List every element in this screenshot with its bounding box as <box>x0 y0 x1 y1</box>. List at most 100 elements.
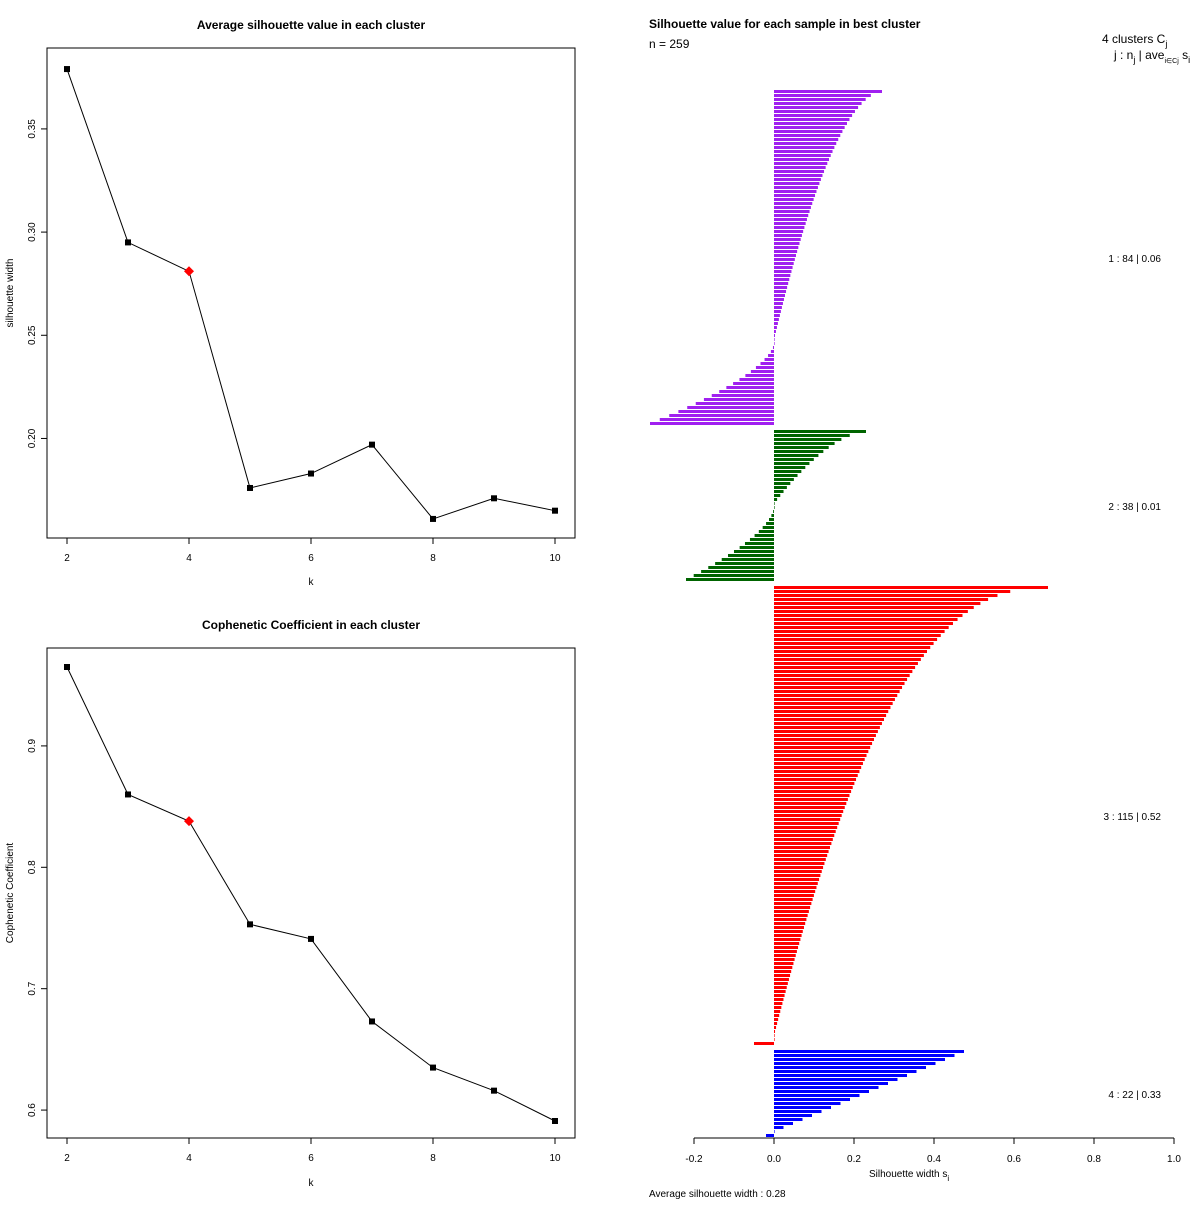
silhouette-bar <box>774 1062 936 1065</box>
silhouette-bar <box>774 250 798 253</box>
data-point <box>125 239 131 246</box>
silhouette-bar <box>774 630 945 633</box>
silhouette-bar <box>774 106 859 109</box>
silhouette-bar <box>739 378 774 381</box>
silhouette-bar <box>774 246 799 249</box>
cophenetic-plot-title: Cophenetic Coefficient in each cluster <box>202 618 420 632</box>
silhouette-bar <box>774 450 824 453</box>
silhouette-bar <box>774 1022 778 1025</box>
silhouette-bar <box>774 1102 841 1105</box>
silhouette-plot-yaxis: 0.20 0.25 0.30 0.35 <box>27 119 47 448</box>
legend-header-sub3: i∈Cj <box>1164 58 1179 65</box>
x-tick-label: 0.4 <box>927 1154 941 1165</box>
silhouette-bar <box>774 902 812 905</box>
silhouette-plot-title: Average silhouette value in each cluster <box>197 18 426 32</box>
silhouette-bar <box>774 222 806 225</box>
silhouette-bar <box>774 330 776 333</box>
x-tick-label: 8 <box>430 1153 436 1164</box>
silhouette-bar <box>774 822 839 825</box>
y-tick-label: 0.8 <box>27 860 38 874</box>
silhouette-bar <box>774 858 826 861</box>
silhouette-bar <box>774 498 778 501</box>
x-tick-label: 0.6 <box>1007 1154 1021 1165</box>
silhouette-bar <box>774 174 823 177</box>
legend-header-sub1: j <box>1164 39 1167 49</box>
silhouette-bar <box>774 1098 850 1101</box>
silhouette-bar <box>774 846 830 849</box>
silhouette-bar <box>774 1110 822 1113</box>
silhouette-bar <box>774 910 809 913</box>
silhouette-bar <box>774 338 775 341</box>
silhouette-bar <box>774 1050 964 1053</box>
silhouette-bar <box>774 1114 812 1117</box>
x-tick-label: 4 <box>186 1153 192 1164</box>
silhouette-bars <box>650 90 1048 1137</box>
silhouette-bar <box>774 978 789 981</box>
silhouette-bar <box>774 226 805 229</box>
silhouette-bar <box>773 510 774 513</box>
silhouette-bar <box>774 666 916 669</box>
silhouette-bar <box>774 482 791 485</box>
x-tick-label: 1.0 <box>1167 1154 1181 1165</box>
silhouette-bar <box>669 414 774 417</box>
silhouette-bar <box>774 490 784 493</box>
silhouette-bar <box>774 706 891 709</box>
silhouette-bar <box>774 626 949 629</box>
cophenetic-by-k-plot: Cophenetic Coefficient in each cluster k… <box>5 618 576 1189</box>
data-point <box>430 1064 436 1071</box>
silhouette-bar <box>774 434 850 437</box>
silhouette-bar <box>774 230 804 233</box>
silhouette-bar <box>774 306 782 309</box>
silhouette-bar <box>728 554 774 557</box>
silhouette-bar <box>774 1066 926 1069</box>
silhouette-bar <box>774 154 831 157</box>
cophenetic-plot-series <box>64 664 558 1124</box>
silhouette-bar <box>774 814 842 817</box>
legend-header-sub4: i <box>1188 55 1190 65</box>
silhouette-bar <box>774 1002 783 1005</box>
silhouette-bar <box>774 1086 879 1089</box>
data-point <box>491 1087 497 1094</box>
silhouette-bar <box>774 598 989 601</box>
silhouette-bar <box>774 642 934 645</box>
silhouette-bar <box>774 594 998 597</box>
silhouette-bar <box>733 550 774 553</box>
silhouette-bar <box>774 610 968 613</box>
silhouette-bar <box>774 278 790 281</box>
silhouette-plot-xlabel: k <box>309 577 315 588</box>
silhouette-bar <box>774 342 775 345</box>
silhouette-bar <box>774 1126 784 1129</box>
legend-header-text2c: s <box>1179 48 1188 62</box>
x-tick-label: -0.2 <box>685 1154 703 1165</box>
silhouette-bar <box>774 926 804 929</box>
silhouette-bar <box>774 890 816 893</box>
silhouette-bar <box>774 894 814 897</box>
silhouette-bar <box>774 834 835 837</box>
silhouette-bar <box>774 906 811 909</box>
cluster-label: 3 : 115 | 0.52 <box>1104 812 1162 823</box>
silhouette-bar <box>749 538 774 541</box>
silhouette-bar <box>774 298 784 301</box>
silhouette-bar <box>774 150 833 153</box>
silhouette-bar <box>774 918 807 921</box>
silhouette-bar <box>774 238 801 241</box>
silhouette-bar <box>774 438 842 441</box>
silhouette-bar <box>774 882 818 885</box>
silhouette-bar <box>774 122 847 125</box>
silhouette-bar <box>774 454 819 457</box>
silhouette-bar <box>695 402 774 405</box>
silhouette-bar <box>774 898 813 901</box>
x-tick-label: 0.2 <box>847 1154 861 1165</box>
silhouette-bar <box>774 326 777 329</box>
silhouette-bar <box>774 494 781 497</box>
silhouette-bar <box>774 698 895 701</box>
silhouette-bar <box>774 778 857 781</box>
silhouette-bar <box>764 358 774 361</box>
silhouette-bar <box>774 622 953 625</box>
silhouette-bar <box>774 170 825 173</box>
silhouette-bar <box>774 602 981 605</box>
silhouette-bar <box>719 390 774 393</box>
silhouette-bar <box>766 522 774 525</box>
silhouette-bar <box>774 802 847 805</box>
silhouette-bar <box>774 986 787 989</box>
